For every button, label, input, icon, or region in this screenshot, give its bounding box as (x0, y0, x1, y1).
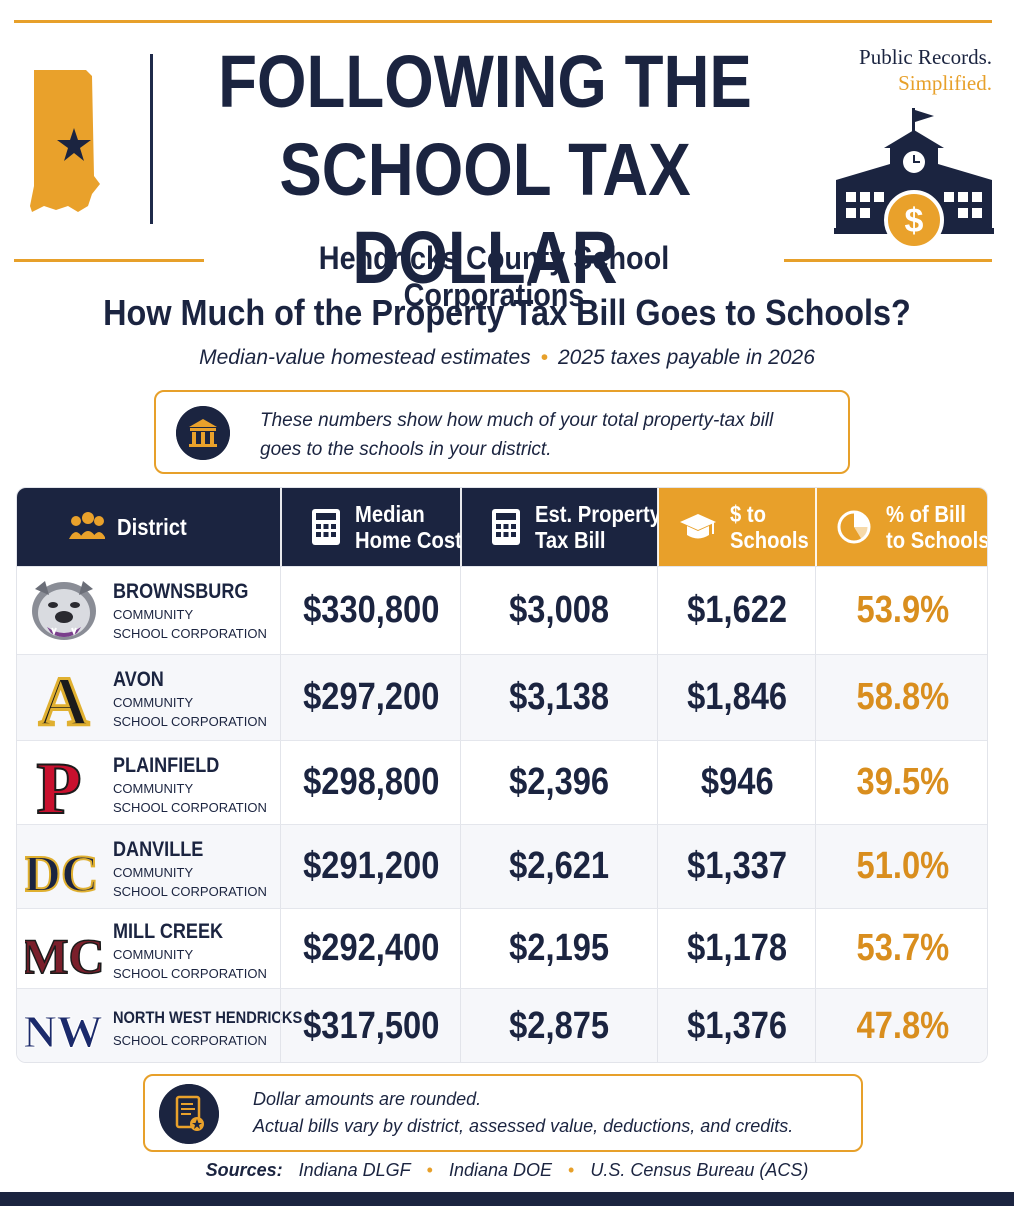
to-schools-cell: $1,178 (687, 927, 787, 969)
column-header-district: District (17, 488, 281, 566)
info-callout: These numbers show how much of your tota… (154, 390, 850, 474)
subtitle: Hendricks County School Corporations (318, 240, 670, 313)
column-header-percent: % of Bill to Schools (816, 488, 987, 566)
header-divider (280, 488, 282, 566)
table-row: A AVON COMMUNITY SCHOOL CORPORATION $297… (17, 654, 987, 740)
school-building-icon: $ (834, 108, 994, 250)
tagline-left: Median-value homestead estimates (199, 346, 531, 369)
document-icon (159, 1084, 219, 1144)
bulldog-icon (32, 581, 96, 640)
district-cell: MC MILL CREEK COMMUNITY SCHOOL CORPORATI… (17, 909, 281, 988)
question-heading: How Much of the Property Tax Bill Goes t… (103, 292, 911, 333)
district-cell: DC DANVILLE COMMUNITY SCHOOL CORPORATION (17, 825, 281, 908)
svg-text:P: P (36, 749, 81, 819)
tax-bill-cell: $3,008 (509, 589, 610, 631)
district-cell: A AVON COMMUNITY SCHOOL CORPORATION (17, 655, 281, 740)
column-header-to-schools: $ to Schools (658, 488, 816, 566)
calculator-icon (312, 509, 340, 545)
pie-chart-icon (837, 510, 871, 544)
brand-tagline: Public Records. Simplified. (859, 45, 992, 95)
calculator-icon (492, 509, 520, 545)
to-schools-cell: $1,337 (687, 845, 787, 887)
to-schools-cell: $1,846 (687, 676, 787, 718)
north-west-logo-icon: NW (25, 1006, 103, 1058)
source-item: U.S. Census Bureau (ACS) (590, 1160, 809, 1180)
subtitle-row: Hendricks County School Corporations (14, 238, 992, 313)
district-cell: BROWNSBURG COMMUNITY SCHOOL CORPORATION (17, 567, 281, 654)
tagline-right: 2025 taxes payable in 2026 (558, 346, 815, 369)
danville-logo-icon: DC (25, 845, 100, 903)
note-text: Dollar amounts are rounded. Actual bills… (253, 1089, 794, 1136)
to-schools-cell: $1,622 (687, 589, 787, 631)
info-text: These numbers show how much of your tota… (260, 410, 774, 460)
table-row: P PLAINFIELD COMMUNITY SCHOOL CORPORATIO… (17, 740, 987, 824)
footer-bar (0, 1192, 1014, 1206)
table-row: DC DANVILLE COMMUNITY SCHOOL CORPORATION… (17, 824, 987, 908)
tax-table: District Median Home Cost Est. Property Ta… (16, 487, 988, 1063)
header-divider (460, 488, 462, 566)
column-header-home-cost: Median Home Cost (281, 488, 462, 566)
district-name: MILL CREEK (113, 920, 224, 943)
home-cost-cell: $291,200 (302, 845, 440, 887)
courthouse-icon (176, 406, 230, 460)
sources-label: Sources: (205, 1160, 283, 1180)
title-divider (150, 54, 153, 224)
home-cost-cell: $330,800 (302, 589, 440, 631)
svg-text:NW: NW (25, 1006, 103, 1057)
indiana-map-icon (30, 70, 100, 212)
to-schools-cell: $946 (700, 761, 774, 803)
subtitle-rule-right (784, 259, 992, 262)
district-cell: P PLAINFIELD COMMUNITY SCHOOL CORPORATIO… (17, 741, 281, 824)
svg-text:MC: MC (25, 928, 103, 984)
table-row: NW NORTH WEST HENDRICKS SCHOOL CORPORATI… (17, 988, 987, 1062)
home-cost-cell: $317,500 (302, 1005, 440, 1047)
home-cost-cell: $292,400 (302, 927, 440, 969)
percent-cell: 53.9% (856, 589, 949, 631)
district-name: AVON (113, 668, 164, 691)
table-row: MC MILL CREEK COMMUNITY SCHOOL CORPORATI… (17, 908, 987, 988)
bullet-dot: • (540, 346, 548, 369)
disclaimer-note: Dollar amounts are rounded. Actual bills… (143, 1074, 863, 1152)
to-schools-cell: $1,376 (687, 1005, 787, 1047)
people-icon (69, 512, 105, 539)
tax-bill-cell: $2,396 (509, 761, 610, 803)
tagline: Median-value homestead estimates • 2025 ta… (0, 346, 1014, 370)
svg-text:DC: DC (25, 846, 99, 903)
page-title: FOLLOWING THE SCHOOL TAX DOLLAR (218, 40, 752, 299)
district-name: PLAINFIELD (113, 754, 220, 777)
percent-cell: 58.8% (856, 676, 949, 718)
avon-logo-icon: A (37, 663, 91, 733)
header-divider (657, 488, 659, 566)
tax-bill-cell: $3,138 (509, 676, 610, 718)
column-header-tax-bill: Est. Property Tax Bill (461, 488, 661, 566)
graduation-cap-icon (680, 514, 716, 539)
table-row: BROWNSBURG COMMUNITY SCHOOL CORPORATION … (17, 566, 987, 654)
district-name: NORTH WEST HENDRICKS (113, 1008, 303, 1027)
dollar-coin-icon: $ (884, 190, 944, 250)
percent-cell: 53.7% (856, 927, 949, 969)
svg-text:A: A (39, 664, 90, 733)
tax-bill-cell: $2,875 (509, 1005, 610, 1047)
percent-cell: 51.0% (856, 845, 949, 887)
mill-creek-logo-icon: MC (25, 927, 103, 985)
subtitle-rule-left (14, 259, 204, 262)
source-item: Indiana DOE (448, 1160, 553, 1180)
table-header: District Median Home Cost Est. Property Ta… (17, 488, 987, 566)
top-rule (14, 20, 992, 23)
home-cost-cell: $297,200 (302, 676, 440, 718)
star-icon (57, 128, 91, 161)
plainfield-logo-icon: P (35, 749, 82, 819)
district-name: BROWNSBURG (113, 580, 249, 603)
svg-text:$: $ (905, 202, 924, 240)
tax-bill-cell: $2,621 (509, 845, 610, 887)
tax-bill-cell: $2,195 (509, 927, 610, 969)
header-divider (815, 488, 817, 566)
percent-cell: 47.8% (856, 1005, 949, 1047)
percent-cell: 39.5% (856, 761, 949, 803)
home-cost-cell: $298,800 (302, 761, 440, 803)
district-name: DANVILLE (113, 838, 204, 861)
source-item: Indiana DLGF (298, 1160, 411, 1180)
district-cell: NW NORTH WEST HENDRICKS SCHOOL CORPORATI… (17, 989, 303, 1062)
sources-line: Sources: Indiana DLGF • Indiana DOE • U.S. Ce… (205, 1160, 809, 1180)
